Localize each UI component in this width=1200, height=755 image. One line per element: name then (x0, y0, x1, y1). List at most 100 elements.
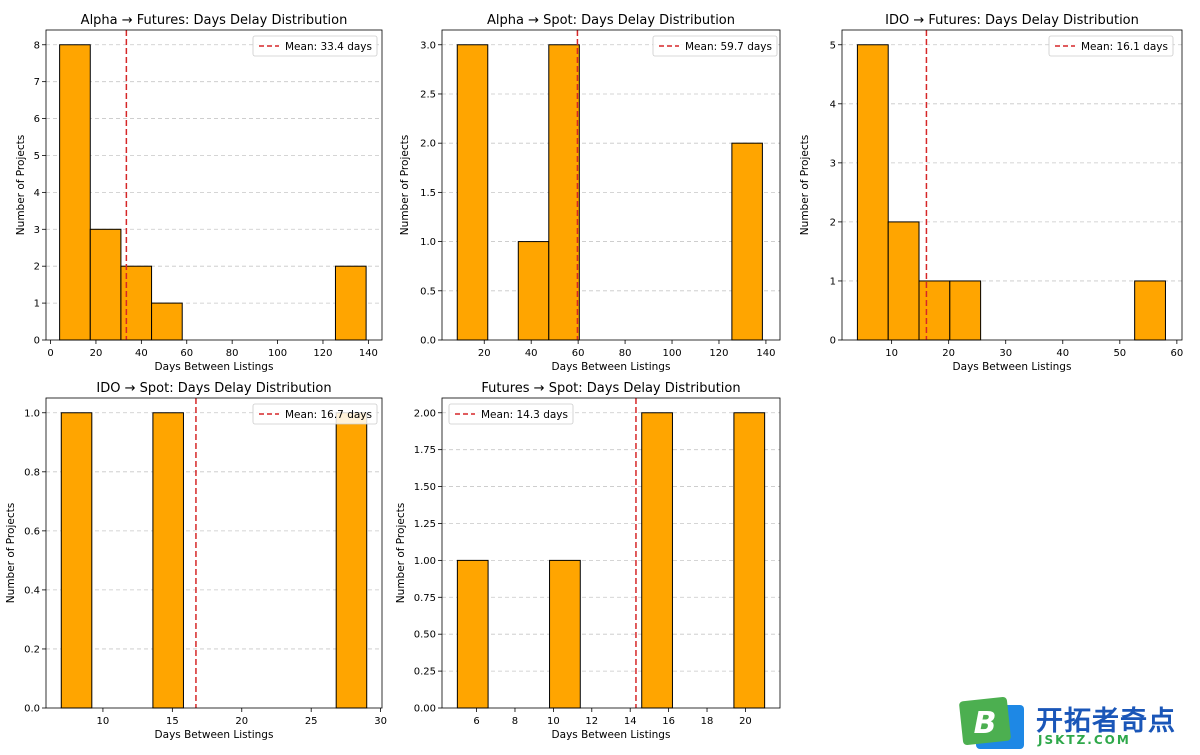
y-tick-label: 3 (34, 225, 40, 236)
legend-label: Mean: 14.3 days (481, 409, 568, 421)
x-tick-label: 20 (235, 716, 248, 727)
y-axis-label: Number of Projects (799, 135, 811, 235)
y-tick-label: 0.50 (414, 630, 436, 641)
histogram-bar (151, 302, 183, 341)
x-tick-label: 20 (942, 348, 955, 359)
y-tick-label: 2.00 (414, 408, 436, 419)
y-tick-label: 6 (34, 114, 40, 125)
chart-panel-2: 20 40 60 80 100 120 140 0.0 0.5 1.0 1.5 2.0 2.5 3.0 Al… (399, 13, 781, 373)
legend: Mean: 16.1 days (1048, 35, 1174, 57)
y-tick-label: 2 (830, 217, 836, 228)
logo-badge: B (959, 697, 1024, 749)
y-axis-label: Number of Projects (395, 503, 407, 603)
y-tick-label: 7 (34, 77, 40, 88)
y-tick-label: 0.0 (24, 704, 40, 715)
legend-label: Mean: 16.1 days (1081, 41, 1168, 53)
legend-box (448, 403, 574, 425)
histogram-bar (949, 280, 982, 341)
histogram-bar (334, 265, 367, 341)
legend: Mean: 16.7 days (252, 403, 378, 425)
watermark-logo: B 开拓者奇点 JSKTZ.COM (958, 697, 1194, 751)
chart-panel-4: 10 15 20 25 30 0.0 0.2 0.4 0.6 0.8 1.0 IDO → Spot: … (5, 381, 387, 741)
x-tick-label: 60 (572, 348, 585, 359)
histogram-bar (89, 228, 122, 341)
legend-box (652, 35, 778, 57)
x-tick-label: 100 (662, 348, 681, 359)
x-tick-label: 30 (999, 348, 1012, 359)
x-tick-label: 60 (180, 348, 193, 359)
legend-label: Mean: 33.4 days (285, 41, 372, 53)
x-tick-label: 8 (512, 716, 518, 727)
x-axis-label: Days Between Listings (155, 729, 274, 741)
histogram-bar (918, 280, 951, 341)
x-tick-label: 12 (585, 716, 598, 727)
histogram-bar (641, 412, 673, 709)
x-axis-label: Days Between Listings (552, 361, 671, 373)
legend: Mean: 14.3 days (448, 403, 574, 425)
x-tick-label: 16 (662, 716, 675, 727)
x-tick-label: 15 (166, 716, 179, 727)
axes-frame (45, 397, 383, 709)
x-tick-label: 30 (374, 716, 387, 727)
y-tick-label: 8 (34, 40, 40, 51)
x-tick-label: 10 (885, 348, 898, 359)
x-axis-label: Days Between Listings (953, 361, 1072, 373)
y-tick-label: 2.0 (420, 139, 436, 150)
histogram-bar (120, 265, 153, 341)
y-tick-label: 3 (830, 158, 836, 169)
y-axis-label: Number of Projects (5, 503, 17, 603)
axes-frame (45, 29, 383, 341)
x-tick-label: 20 (478, 348, 491, 359)
y-tick-label: 0.2 (24, 644, 40, 655)
y-tick-label: 1 (830, 276, 836, 287)
axes-frame (441, 397, 781, 709)
y-axis-label: Number of Projects (15, 135, 27, 235)
chart-title: Futures → Spot: Days Delay Distribution (481, 381, 740, 396)
x-tick-label: 100 (268, 348, 287, 359)
legend-label: Mean: 59.7 days (685, 41, 772, 53)
x-tick-label: 40 (1056, 348, 1069, 359)
x-tick-label: 40 (135, 348, 148, 359)
x-tick-label: 80 (226, 348, 239, 359)
x-tick-label: 120 (709, 348, 728, 359)
y-tick-label: 5 (34, 151, 40, 162)
y-tick-label: 2 (34, 262, 40, 273)
y-tick-label: 1.75 (414, 445, 436, 456)
histogram-bar (152, 412, 184, 709)
y-tick-label: 0.00 (414, 704, 436, 715)
x-tick-label: 140 (756, 348, 775, 359)
x-tick-label: 140 (359, 348, 378, 359)
histogram-bar (335, 412, 368, 709)
y-tick-label: 1.25 (414, 519, 436, 530)
legend: Mean: 33.4 days (252, 35, 378, 57)
x-tick-label: 14 (624, 716, 637, 727)
chart-title: IDO → Futures: Days Delay Distribution (885, 13, 1139, 28)
y-tick-label: 1 (34, 299, 40, 310)
y-tick-label: 4 (34, 188, 40, 199)
chart-title: Alpha → Spot: Days Delay Distribution (487, 13, 735, 28)
y-tick-label: 1.0 (420, 237, 436, 248)
y-tick-label: 0.5 (420, 286, 436, 297)
x-tick-label: 18 (701, 716, 714, 727)
x-tick-label: 10 (547, 716, 560, 727)
y-tick-label: 1.0 (24, 408, 40, 419)
histogram-bar (517, 241, 550, 341)
histogram-bar (887, 221, 920, 341)
x-tick-label: 20 (90, 348, 103, 359)
y-tick-label: 4 (830, 99, 836, 110)
chart-title: IDO → Spot: Days Delay Distribution (96, 381, 331, 396)
y-tick-label: 0.6 (24, 526, 40, 537)
chart-title: Alpha → Futures: Days Delay Distribution (81, 13, 348, 28)
watermark-subtext: JSKTZ.COM (1038, 733, 1131, 747)
x-tick-label: 50 (1113, 348, 1126, 359)
y-tick-label: 1.5 (420, 188, 436, 199)
y-tick-label: 1.00 (414, 556, 436, 567)
chart-panel-1: 0 20 40 60 80 100 120 140 0 1 2 3 4 5 6 7 8 Alpha → Futur… (15, 13, 383, 373)
histogram-bar (856, 44, 889, 341)
legend: Mean: 59.7 days (652, 35, 778, 57)
axes-frame (841, 29, 1183, 341)
histogram-bar (548, 44, 580, 341)
histogram-bar (59, 44, 91, 341)
logo-letter: B (974, 706, 997, 741)
